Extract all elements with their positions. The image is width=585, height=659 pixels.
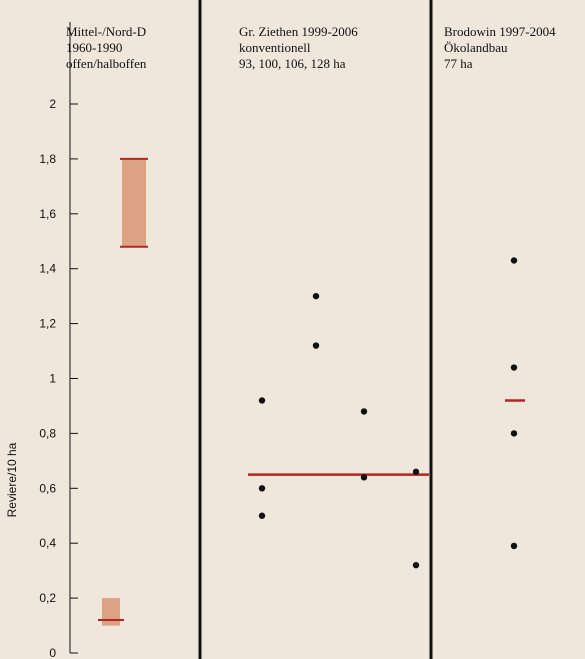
panel-header-line: Gr. Ziethen 1999-2006: [239, 24, 358, 39]
panel-header-line: 1960-1990: [66, 40, 122, 55]
data-point: [258, 485, 266, 492]
range-bar: [122, 158, 146, 247]
data-point: [510, 542, 518, 550]
y-tick-label: 0,4: [39, 536, 56, 550]
y-tick-label: 0: [49, 646, 56, 659]
panel-header-line: offen/halboffen: [66, 56, 147, 71]
data-point: [510, 430, 518, 437]
data-point: [312, 292, 320, 300]
panel-header-line: 93, 100, 106, 128 ha: [239, 56, 346, 71]
data-point: [312, 342, 320, 349]
y-tick-label: 0,6: [39, 481, 56, 495]
panel-header-line: Mittel-/Nord-D: [66, 24, 146, 39]
y-tick-label: 0,8: [39, 426, 56, 440]
y-tick-label: 1,8: [39, 152, 56, 166]
data-point: [258, 397, 266, 404]
y-axis-label: Reviere/10 ha: [5, 442, 19, 517]
data-point: [360, 408, 368, 415]
data-point: [412, 468, 420, 476]
panel-header-line: Brodowin 1997-2004: [444, 24, 556, 39]
y-tick-label: 1,2: [39, 317, 56, 331]
data-point: [360, 474, 368, 481]
range-bar: [102, 598, 120, 626]
y-tick-label: 0,2: [39, 591, 56, 605]
y-tick-label: 2: [49, 97, 56, 111]
panel-header-line: konventionell: [239, 40, 311, 55]
y-tick-label: 1,6: [39, 207, 56, 221]
panel-header-line: Ökolandbau: [444, 40, 508, 55]
y-tick-label: 1,4: [39, 262, 56, 276]
data-point: [510, 364, 518, 371]
data-point: [510, 257, 518, 264]
y-tick-label: 1: [49, 372, 56, 386]
panel-header-line: 77 ha: [444, 56, 473, 71]
data-point: [258, 512, 266, 519]
data-point: [412, 561, 420, 569]
